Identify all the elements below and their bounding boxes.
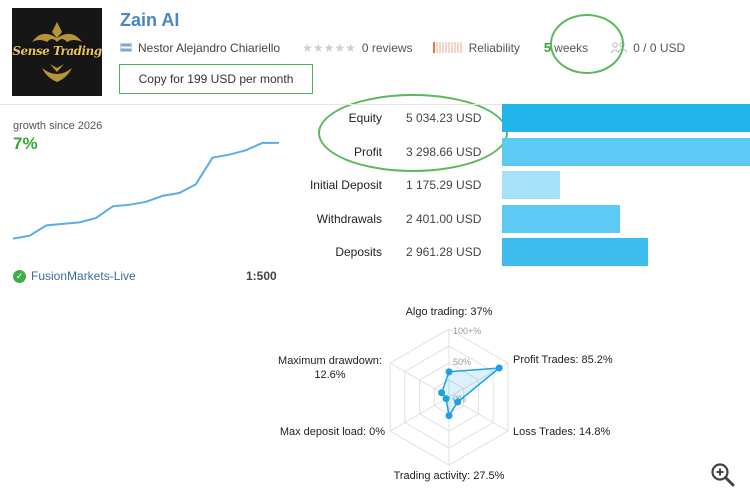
radar-axis-label: Max deposit load: 0% [279, 426, 385, 438]
zoom-in-icon[interactable] [710, 462, 736, 488]
radar-scale-label: 50% [453, 357, 471, 367]
growth-line [13, 141, 279, 240]
reviews-count[interactable]: 0 reviews [361, 40, 413, 55]
subscribers-value: 0 / 0 USD [633, 40, 686, 55]
financial-row: Withdrawals 2 401.00 USD [290, 204, 750, 233]
radar-axis-label: Trading activity: 27.5% [393, 470, 505, 482]
subscribers-icon [610, 41, 628, 53]
radar-spoke [389, 396, 450, 432]
financial-label: Equity [348, 111, 382, 125]
signal-logo: Sense Trading [12, 8, 102, 96]
radar-data-area [440, 367, 502, 418]
financial-row: Initial Deposit 1 175.29 USD [290, 171, 750, 199]
radar-axis-label: Loss Trades: 14.8% [513, 426, 611, 438]
copy-signal-button[interactable]: Copy for 199 USD per month [119, 64, 313, 94]
radar-data-point [442, 395, 450, 403]
financial-value: 1 175.29 USD [406, 178, 482, 192]
radar-data-point [445, 412, 453, 420]
financial-bar [502, 171, 560, 199]
radar-data-point [454, 398, 462, 406]
financial-bar [502, 104, 750, 132]
financial-bar [502, 137, 750, 166]
radar-data-point [445, 368, 453, 376]
financial-value: 2 401.00 USD [406, 211, 482, 226]
financial-label: Withdrawals [316, 211, 382, 226]
financial-label: Initial Deposit [309, 178, 382, 192]
radar-axis-label: Algo trading: 37% [405, 306, 493, 318]
radar-axis-label: Maximum drawdown: 12.6% [278, 355, 382, 381]
leverage: 1:500 [246, 269, 277, 283]
rating-stars-icon: ★★★★★ [302, 40, 356, 55]
verified-check-icon: ✓ [13, 269, 26, 283]
radar-data-point [438, 389, 446, 397]
financial-value: 5 034.23 USD [406, 111, 482, 125]
financial-row: Deposits 2 961.28 USD [290, 238, 750, 266]
weeks-value: 5 [543, 40, 552, 55]
growth-value: 7% [13, 134, 38, 153]
logo-text: Sense Trading [12, 44, 102, 58]
divider [0, 104, 750, 105]
broker-name: FusionMarkets-Live [31, 269, 136, 283]
financial-value: 2 961.28 USD [406, 245, 482, 259]
financial-label: Deposits [335, 245, 382, 259]
weeks-label: weeks [554, 40, 589, 55]
argentina-flag-icon [120, 43, 132, 52]
growth-label: growth since 2026 [13, 120, 103, 132]
reliability-bars-icon [432, 42, 463, 53]
broker[interactable]: ✓ FusionMarkets-Live [13, 269, 136, 283]
radar-scale-label: 0% [453, 394, 466, 404]
financial-label: Profit [353, 144, 382, 159]
financial-row: Profit 3 298.66 USD [290, 137, 750, 166]
radar-chart: 100+% 50% 0% Algo trading: 37% Profit Trade… [272, 300, 622, 490]
radar-axis-label: Profit Trades: 85.2% [513, 354, 613, 366]
signal-meta: Nestor Alejandro Chiariello ★★★★★ 0 revi… [120, 40, 685, 55]
reliability-label: Reliability [468, 40, 520, 55]
financial-value: 3 298.66 USD [406, 144, 482, 159]
financial-bar [502, 204, 621, 233]
financial-row: Equity 5 034.23 USD [290, 104, 750, 132]
growth-chart[interactable] [13, 130, 281, 250]
radar-data-point [495, 364, 503, 372]
radar-scale-label: 100+% [453, 326, 481, 336]
financial-bar [502, 238, 648, 266]
author-name[interactable]: Nestor Alejandro Chiariello [138, 40, 281, 55]
signal-title[interactable]: Zain AI [120, 10, 180, 30]
